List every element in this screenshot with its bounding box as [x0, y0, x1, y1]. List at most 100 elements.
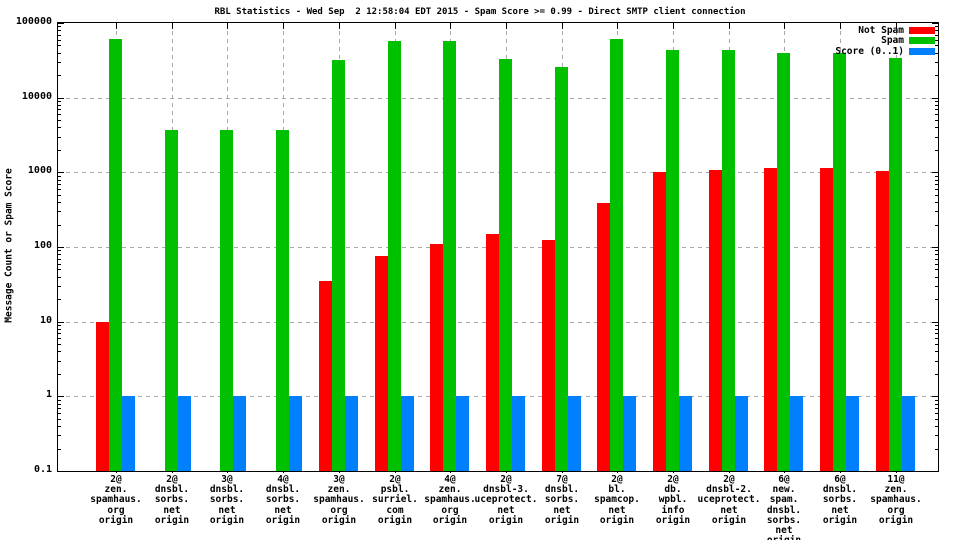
x-category-label-line: origin	[265, 514, 301, 526]
x-category-label-line: uceprotect.	[697, 494, 761, 506]
bar-not-spam	[764, 168, 777, 471]
x-category-label-line: origin	[752, 536, 816, 540]
x-category-label-line: origin	[488, 514, 524, 526]
y-tick-left	[58, 426, 61, 427]
y-tick-left	[58, 195, 61, 196]
y-tick-left	[58, 413, 61, 414]
y-tick-right	[935, 180, 938, 181]
y-tick-left	[58, 184, 61, 185]
x-tick-bottom	[784, 470, 785, 473]
y-tick-left	[58, 404, 61, 405]
x-category-label-line: dnsbl.	[766, 504, 802, 516]
x-category-label-line: 2@	[611, 474, 623, 485]
y-tick-left	[58, 435, 61, 436]
y-tick-left	[58, 419, 61, 420]
x-category-label-line: net	[553, 504, 571, 516]
x-tick-top	[283, 23, 284, 29]
bar-spam	[610, 39, 623, 471]
x-category-label-line: psbl.	[380, 484, 410, 496]
legend-swatch-score-icon	[909, 47, 935, 55]
y-tick-right	[935, 449, 938, 450]
y-tick-right	[932, 396, 938, 397]
bar-score-0-1-	[568, 396, 581, 471]
bar-spam	[499, 59, 512, 471]
bar-spam	[220, 130, 233, 471]
x-tick-bottom	[562, 470, 563, 473]
x-category-label-line: sorbs.	[544, 494, 580, 506]
y-tick-right	[935, 333, 938, 334]
y-tick-left	[58, 101, 61, 102]
y-tick-right	[935, 250, 938, 251]
y-tick-right	[935, 195, 938, 196]
y-tick-right	[935, 254, 938, 255]
x-tick-bottom	[116, 470, 117, 473]
x-category-label-line: dnsbl-2.	[706, 484, 752, 496]
y-tick-left	[58, 247, 64, 248]
x-tick-bottom	[227, 470, 228, 473]
x-category-label-line: net	[218, 504, 236, 516]
x-tick-bottom	[896, 470, 897, 473]
bar-spam	[276, 130, 289, 471]
x-category-label-line: origin	[599, 514, 635, 526]
bar-not-spam	[430, 244, 443, 471]
x-category-label-line: net	[720, 504, 738, 516]
x-category-label: 2@ dnsbl-2. uceprotect. net origin	[697, 474, 761, 526]
y-tick-right	[935, 400, 938, 401]
x-category-label-line: sorbs.	[822, 494, 858, 506]
y-tick-right	[935, 408, 938, 409]
bar-score-0-1-	[846, 396, 859, 471]
bar-not-spam	[876, 171, 889, 471]
y-tick-left	[58, 120, 61, 121]
x-category-label: 2@ db. wpbl. info origin	[641, 474, 705, 526]
y-tick-right	[935, 426, 938, 427]
x-category-label-line: info	[661, 504, 685, 516]
bar-score-0-1-	[790, 396, 803, 471]
y-tick-left	[58, 259, 61, 260]
bar-not-spam	[820, 168, 833, 471]
y-tick-right	[935, 269, 938, 270]
y-tick-left	[58, 150, 61, 151]
x-category-label-line: dnsbl-3.	[483, 484, 529, 496]
x-category-label-line: origin	[544, 514, 580, 526]
bar-spam	[388, 41, 401, 471]
x-tick-top	[562, 23, 563, 29]
y-tick-left	[58, 62, 61, 63]
x-category-label-line: origin	[209, 514, 245, 526]
y-tick-right	[935, 338, 938, 339]
chart-title: RBL Statistics - Wed Sep 2 12:58:04 EDT …	[214, 7, 746, 17]
bar-not-spam	[96, 322, 109, 471]
y-tick-left	[58, 400, 61, 401]
x-category-label: 11@ zen. spamhaus. org origin	[864, 474, 928, 526]
x-category-label-line: 4@	[277, 474, 289, 485]
bar-not-spam	[709, 170, 722, 471]
y-tick-right	[932, 23, 938, 24]
y-tick-right	[935, 101, 938, 102]
y-tick-left	[58, 449, 61, 450]
y-tick-right	[935, 344, 938, 345]
bar-not-spam	[375, 256, 388, 471]
x-tick-bottom	[840, 470, 841, 473]
y-tick-right	[932, 172, 938, 173]
bar-not-spam	[319, 281, 332, 471]
x-category-label-line: surriel.	[372, 494, 418, 506]
legend-item-not-spam: Not Spam	[835, 25, 935, 36]
bar-not-spam	[486, 234, 499, 471]
x-category-label: 2@ dnsbl-3. uceprotect. net origin	[474, 474, 538, 526]
y-tick-right	[935, 259, 938, 260]
x-category-label-line: zen.	[884, 484, 908, 496]
legend: Not Spam Spam Score (0..1)	[835, 25, 935, 57]
bar-score-0-1-	[679, 396, 692, 471]
bar-spam	[777, 53, 790, 471]
y-tick-left	[58, 329, 61, 330]
legend-label-score: Score (0..1)	[835, 45, 904, 57]
x-tick-top	[339, 23, 340, 29]
x-category-label-line: origin	[321, 514, 357, 526]
gridline-horizontal	[58, 172, 938, 173]
x-category-label-line: 2@	[667, 474, 679, 485]
x-category-label-line: net	[831, 504, 849, 516]
x-category-label-line: net	[608, 504, 626, 516]
x-tick-top	[673, 23, 674, 29]
y-tick-right	[935, 62, 938, 63]
x-tick-bottom	[172, 470, 173, 473]
